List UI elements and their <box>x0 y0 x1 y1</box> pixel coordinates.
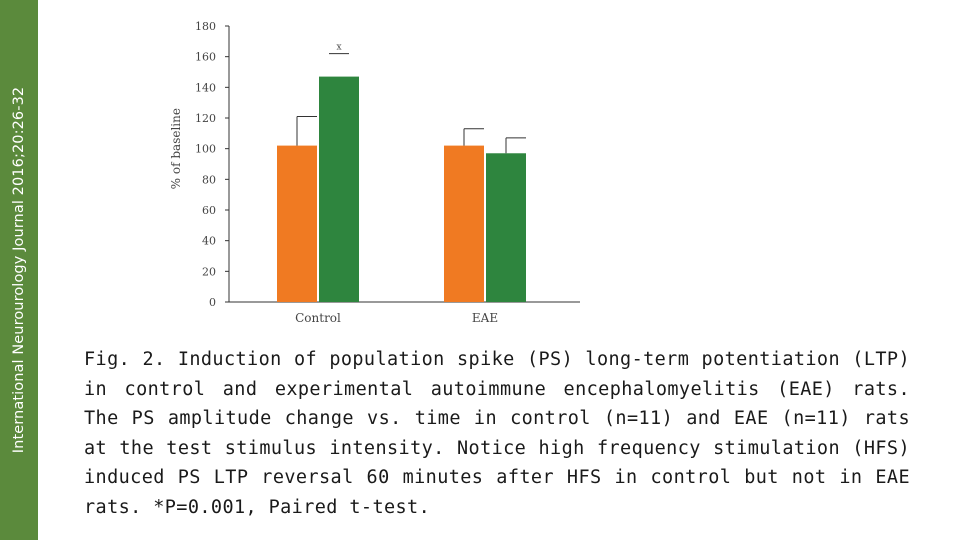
y-tick-label: 20 <box>202 265 216 278</box>
y-tick-label: 180 <box>195 20 216 33</box>
y-tick-label: 160 <box>195 51 216 64</box>
y-tick-label: 120 <box>195 112 216 125</box>
bar-series-2-control <box>319 76 359 302</box>
y-tick-label: 140 <box>195 81 216 94</box>
bar-series-1-control <box>277 145 317 302</box>
x-category-label: EAE <box>472 311 498 324</box>
y-tick-label: 80 <box>202 173 216 186</box>
y-tick-label: 60 <box>202 204 216 217</box>
journal-label: International Neurourology Journal 2016;… <box>11 86 27 454</box>
bar-chart: 0 20 40 60 80 100 120 140 160 180 % of baseline x Co… <box>169 20 580 324</box>
y-tick-label: 100 <box>195 143 216 156</box>
y-tick-label: 0 <box>209 296 216 309</box>
bar-series-1-eae <box>444 145 484 302</box>
journal-sidebar: International Neurourology Journal 2016;… <box>0 0 38 540</box>
figure-caption: Fig. 2. Induction of population spike (P… <box>84 349 910 518</box>
y-tick-label: 40 <box>202 235 216 248</box>
x-category-label: Control <box>295 311 341 324</box>
bar-series-2-eae <box>486 153 526 302</box>
significance-label: x <box>336 43 341 53</box>
y-axis-label: % of baseline <box>169 108 183 189</box>
